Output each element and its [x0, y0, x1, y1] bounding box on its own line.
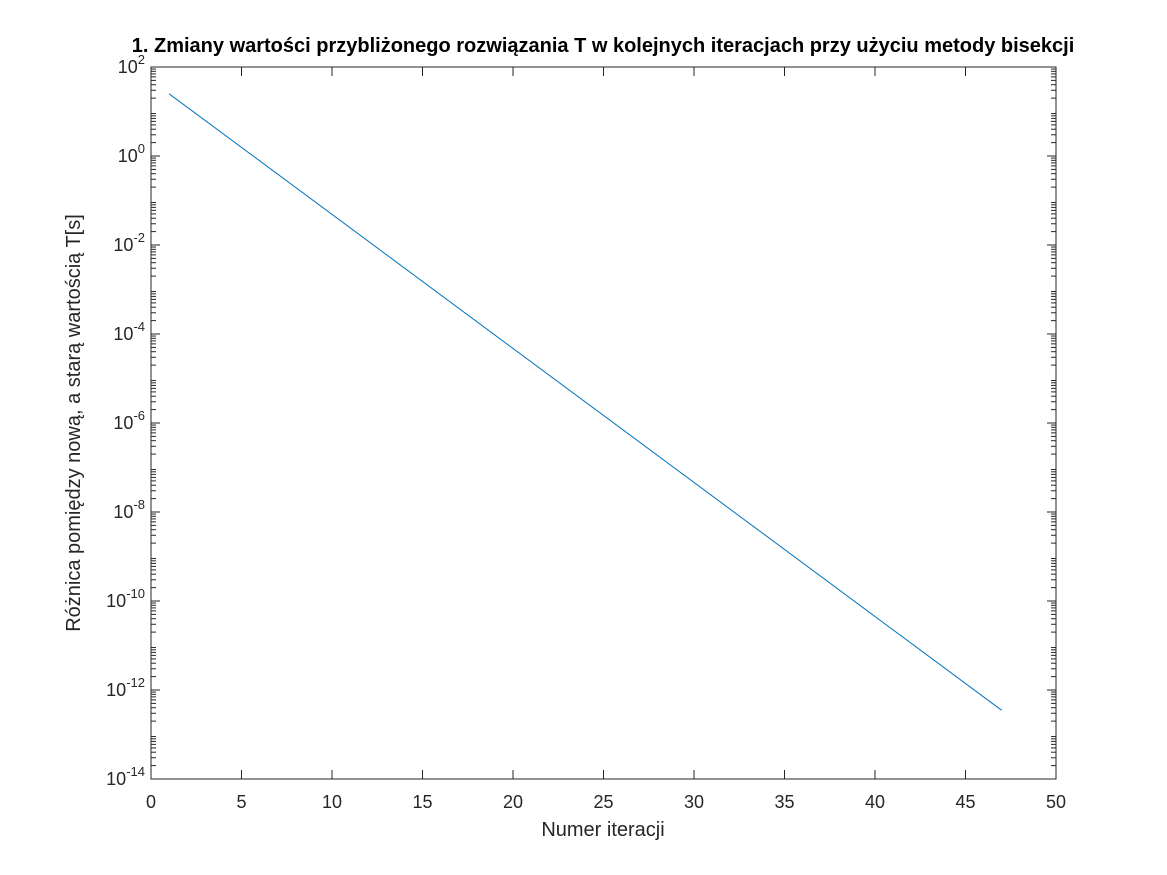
x-tick-label: 15	[412, 792, 432, 812]
y-tick-labels: 10-14 10-12 10-10 10-8 10-6 10-4 10-2 100 102	[106, 52, 145, 789]
y-tick-label: 10-4	[113, 319, 145, 344]
major-ticks	[150, 66, 1057, 780]
x-tick-label: 45	[955, 792, 975, 812]
x-tick-label: 10	[322, 792, 342, 812]
x-tick-label: 0	[146, 792, 156, 812]
y-tick-label: 10-8	[113, 497, 145, 522]
x-tick-label: 30	[684, 792, 704, 812]
minor-ticks	[151, 68, 1056, 767]
x-tick-label: 35	[774, 792, 794, 812]
chart-title: 1. Zmiany wartości przybliżonego rozwiąz…	[132, 35, 1075, 57]
y-tick-label: 10-6	[113, 408, 145, 433]
x-tick-label: 25	[593, 792, 613, 812]
y-tick-label: 10-12	[106, 675, 145, 700]
y-tick-label: 10-2	[113, 230, 145, 255]
series-line	[168, 93, 1002, 711]
x-axis-label: Numer iteracji	[541, 819, 664, 841]
y-tick-label: 100	[118, 141, 145, 166]
y-tick-label: 10-14	[106, 764, 145, 789]
y-tick-label: 10-10	[106, 586, 145, 611]
x-tick-label: 50	[1046, 792, 1066, 812]
y-axis-label: Różnica pomiędzy nową, a starą wartością…	[63, 214, 85, 632]
x-tick-label: 5	[236, 792, 246, 812]
x-tick-label: 20	[503, 792, 523, 812]
x-tick-label: 40	[865, 792, 885, 812]
x-tick-labels: 0 5 10 15 20 25 30 35 40 45 50	[146, 792, 1066, 812]
plot-area	[150, 66, 1057, 780]
series-layer	[168, 93, 1002, 711]
y-tick-label: 102	[118, 52, 145, 77]
